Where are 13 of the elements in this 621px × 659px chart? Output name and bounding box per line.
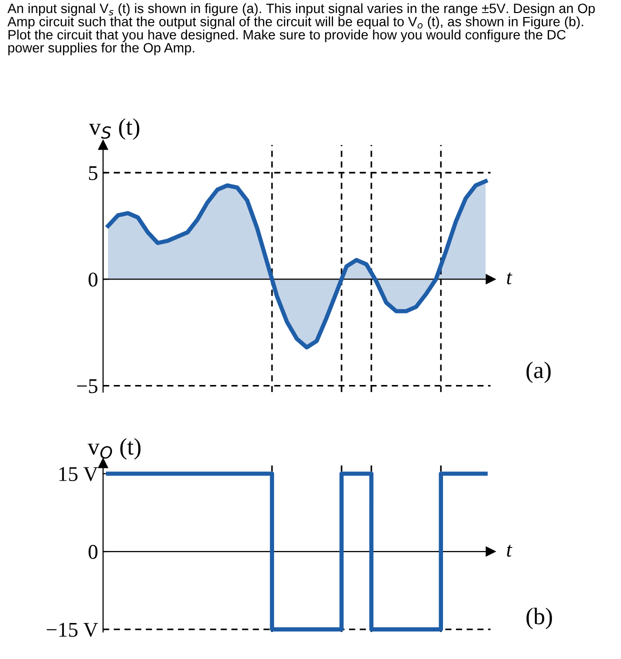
y-tick-label: 0 [88,544,98,559]
y-tick-label: 15 V [59,467,98,482]
y-tick-label: 0 [88,272,98,287]
y-tick-label: −5 [77,379,98,394]
x-axis-title: t [507,544,512,557]
x-axis-title: t [507,272,512,284]
y-axis-title: v$_{S}$ (t) [88,118,140,140]
text: (a) [526,362,551,384]
y-axis-title: v$_{O}$ (t) [88,438,141,460]
chart-title: An input signal V$_{s}$ (t) is shown in figure (a). This input signal varies in the range ±5V. Design an Op Amp circuit such that the output signal of the circuit will be equal to V$_{o}$ (t), as shown in Figure (b). Plot the circuit that you have designed. Make sure to provide how you would configure the DC power supplies for the Op Amp. [7,3,595,56]
text: (b) [526,608,552,630]
y-tick-label: 5 [89,166,98,180]
y-tick-label: −15 V [46,622,98,637]
